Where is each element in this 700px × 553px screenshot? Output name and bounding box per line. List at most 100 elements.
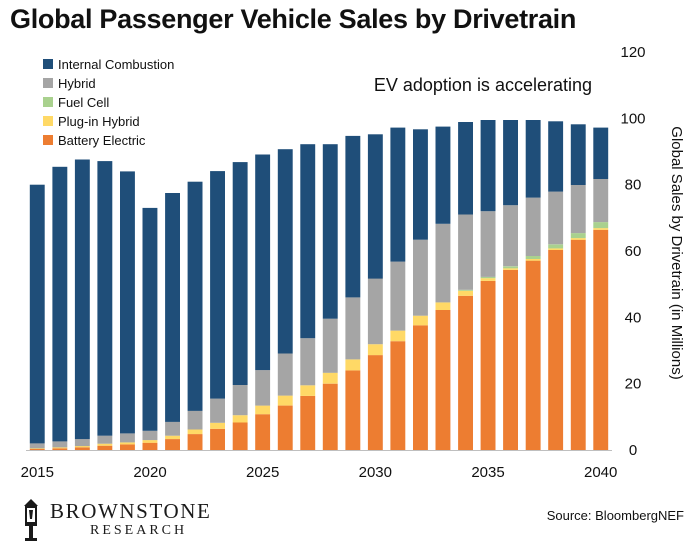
bar-hybrid-2020 <box>142 430 158 441</box>
bar-hybrid-2024 <box>232 385 248 416</box>
bar-plug-in-hybrid-2020 <box>142 440 158 443</box>
bar-hybrid-2028 <box>322 318 338 373</box>
brand-logo: BROWNSTONE RESEARCH <box>16 497 246 545</box>
bar-plug-in-hybrid-2037 <box>525 259 541 261</box>
legend-swatch-internal-combustion <box>43 59 53 69</box>
bar-internal-combustion-2018 <box>97 161 113 436</box>
bar-hybrid-2016 <box>52 441 68 448</box>
legend-swatch-fuel-cell <box>43 97 53 107</box>
bar-internal-combustion-2019 <box>120 171 135 434</box>
bar-plug-in-hybrid-2029 <box>345 359 361 371</box>
bar-internal-combustion-2017 <box>74 159 90 440</box>
bar-plug-in-hybrid-2036 <box>503 268 518 270</box>
x-tick-label-2030: 2030 <box>359 464 392 481</box>
bar-battery-electric-2015 <box>29 449 45 450</box>
bar-battery-electric-2018 <box>97 445 113 450</box>
bar-internal-combustion-2036 <box>503 120 518 206</box>
bar-fuel-cell-2035 <box>480 276 496 279</box>
bar-battery-electric-2019 <box>120 444 135 450</box>
bar-battery-electric-2036 <box>503 269 518 450</box>
bar-battery-electric-2035 <box>480 280 496 450</box>
legend-swatch-hybrid <box>43 78 53 88</box>
bar-plug-in-hybrid-2031 <box>390 330 406 342</box>
bar-plug-in-hybrid-2030 <box>367 344 383 356</box>
bar-internal-combustion-2032 <box>413 129 428 240</box>
y-tick-label-80: 80 <box>625 177 642 194</box>
bar-hybrid-2036 <box>503 205 518 267</box>
bar-hybrid-2040 <box>593 179 609 223</box>
bar-internal-combustion-2023 <box>210 171 225 399</box>
bar-internal-combustion-2035 <box>480 120 496 212</box>
bar-hybrid-2015 <box>29 443 45 449</box>
y-tick-label-0: 0 <box>629 442 637 459</box>
legend-swatch-plug-in-hybrid <box>43 116 53 126</box>
y-tick-label-40: 40 <box>625 309 642 326</box>
bar-battery-electric-2024 <box>232 422 248 450</box>
bar-plug-in-hybrid-2033 <box>435 302 451 310</box>
y-tick-label-60: 60 <box>625 243 642 260</box>
bar-battery-electric-2031 <box>390 341 406 450</box>
y-tick-label-120: 120 <box>620 44 645 61</box>
bar-plug-in-hybrid-2024 <box>232 415 248 423</box>
bar-internal-combustion-2034 <box>458 122 473 215</box>
bar-hybrid-2023 <box>210 398 225 423</box>
bar-internal-combustion-2025 <box>255 154 271 371</box>
bar-plug-in-hybrid-2026 <box>277 395 293 406</box>
bar-battery-electric-2028 <box>322 383 338 450</box>
bar-plug-in-hybrid-2015 <box>29 448 45 449</box>
bar-internal-combustion-2031 <box>390 127 406 262</box>
bar-plug-in-hybrid-2035 <box>480 278 496 281</box>
bar-hybrid-2030 <box>367 278 383 345</box>
bar-battery-electric-2034 <box>458 295 473 450</box>
bar-battery-electric-2032 <box>413 325 428 450</box>
bar-internal-combustion-2039 <box>570 124 586 185</box>
y-tick-label-100: 100 <box>620 110 645 127</box>
bar-plug-in-hybrid-2039 <box>570 238 586 240</box>
chart-annotation: EV adoption is accelerating <box>374 75 592 95</box>
bar-battery-electric-2016 <box>52 448 68 450</box>
bar-internal-combustion-2030 <box>367 134 383 279</box>
bar-hybrid-2031 <box>390 261 406 331</box>
bar-plug-in-hybrid-2023 <box>210 422 225 429</box>
bar-plug-in-hybrid-2021 <box>165 435 180 439</box>
bar-battery-electric-2017 <box>74 447 90 450</box>
bar-battery-electric-2033 <box>435 310 451 450</box>
bar-internal-combustion-2026 <box>277 149 293 354</box>
bars-layer <box>29 120 609 450</box>
bar-plug-in-hybrid-2040 <box>593 228 609 230</box>
bar-hybrid-2034 <box>458 214 473 290</box>
bar-battery-electric-2025 <box>255 414 271 450</box>
bar-fuel-cell-2039 <box>570 233 586 239</box>
bar-battery-electric-2038 <box>548 250 564 450</box>
lantern-icon <box>24 499 38 541</box>
bar-fuel-cell-2034 <box>458 289 473 291</box>
bar-internal-combustion-2021 <box>165 193 180 422</box>
legend-panel <box>37 52 267 152</box>
x-tick-label-2025: 2025 <box>246 464 279 481</box>
x-tick-label-2040: 2040 <box>584 464 617 481</box>
bar-hybrid-2026 <box>277 353 293 396</box>
bar-battery-electric-2040 <box>593 229 609 450</box>
bar-hybrid-2038 <box>548 191 564 245</box>
bar-plug-in-hybrid-2019 <box>120 442 135 445</box>
legend-label-battery-electric: Battery Electric <box>58 133 146 148</box>
x-tick-labels: 2015 2020 2025 2030 2035 2040 <box>21 464 618 481</box>
bar-fuel-cell-2040 <box>593 222 609 229</box>
x-tick-label-2035: 2035 <box>471 464 504 481</box>
y-tick-label-20: 20 <box>625 376 642 393</box>
bar-internal-combustion-2020 <box>142 207 158 431</box>
bar-plug-in-hybrid-2025 <box>255 405 271 415</box>
bar-fuel-cell-2038 <box>548 244 564 249</box>
brand-name: BROWNSTONE <box>50 499 212 523</box>
bar-plug-in-hybrid-2034 <box>458 290 473 296</box>
bar-hybrid-2039 <box>570 185 586 234</box>
bar-hybrid-2032 <box>413 239 428 316</box>
brand-subtitle: RESEARCH <box>90 523 188 538</box>
bar-plug-in-hybrid-2032 <box>413 315 428 326</box>
bar-plug-in-hybrid-2016 <box>52 447 68 449</box>
bar-battery-electric-2030 <box>367 355 383 450</box>
bar-internal-combustion-2037 <box>525 120 541 198</box>
bar-internal-combustion-2040 <box>593 127 609 179</box>
bar-plug-in-hybrid-2027 <box>300 385 316 396</box>
